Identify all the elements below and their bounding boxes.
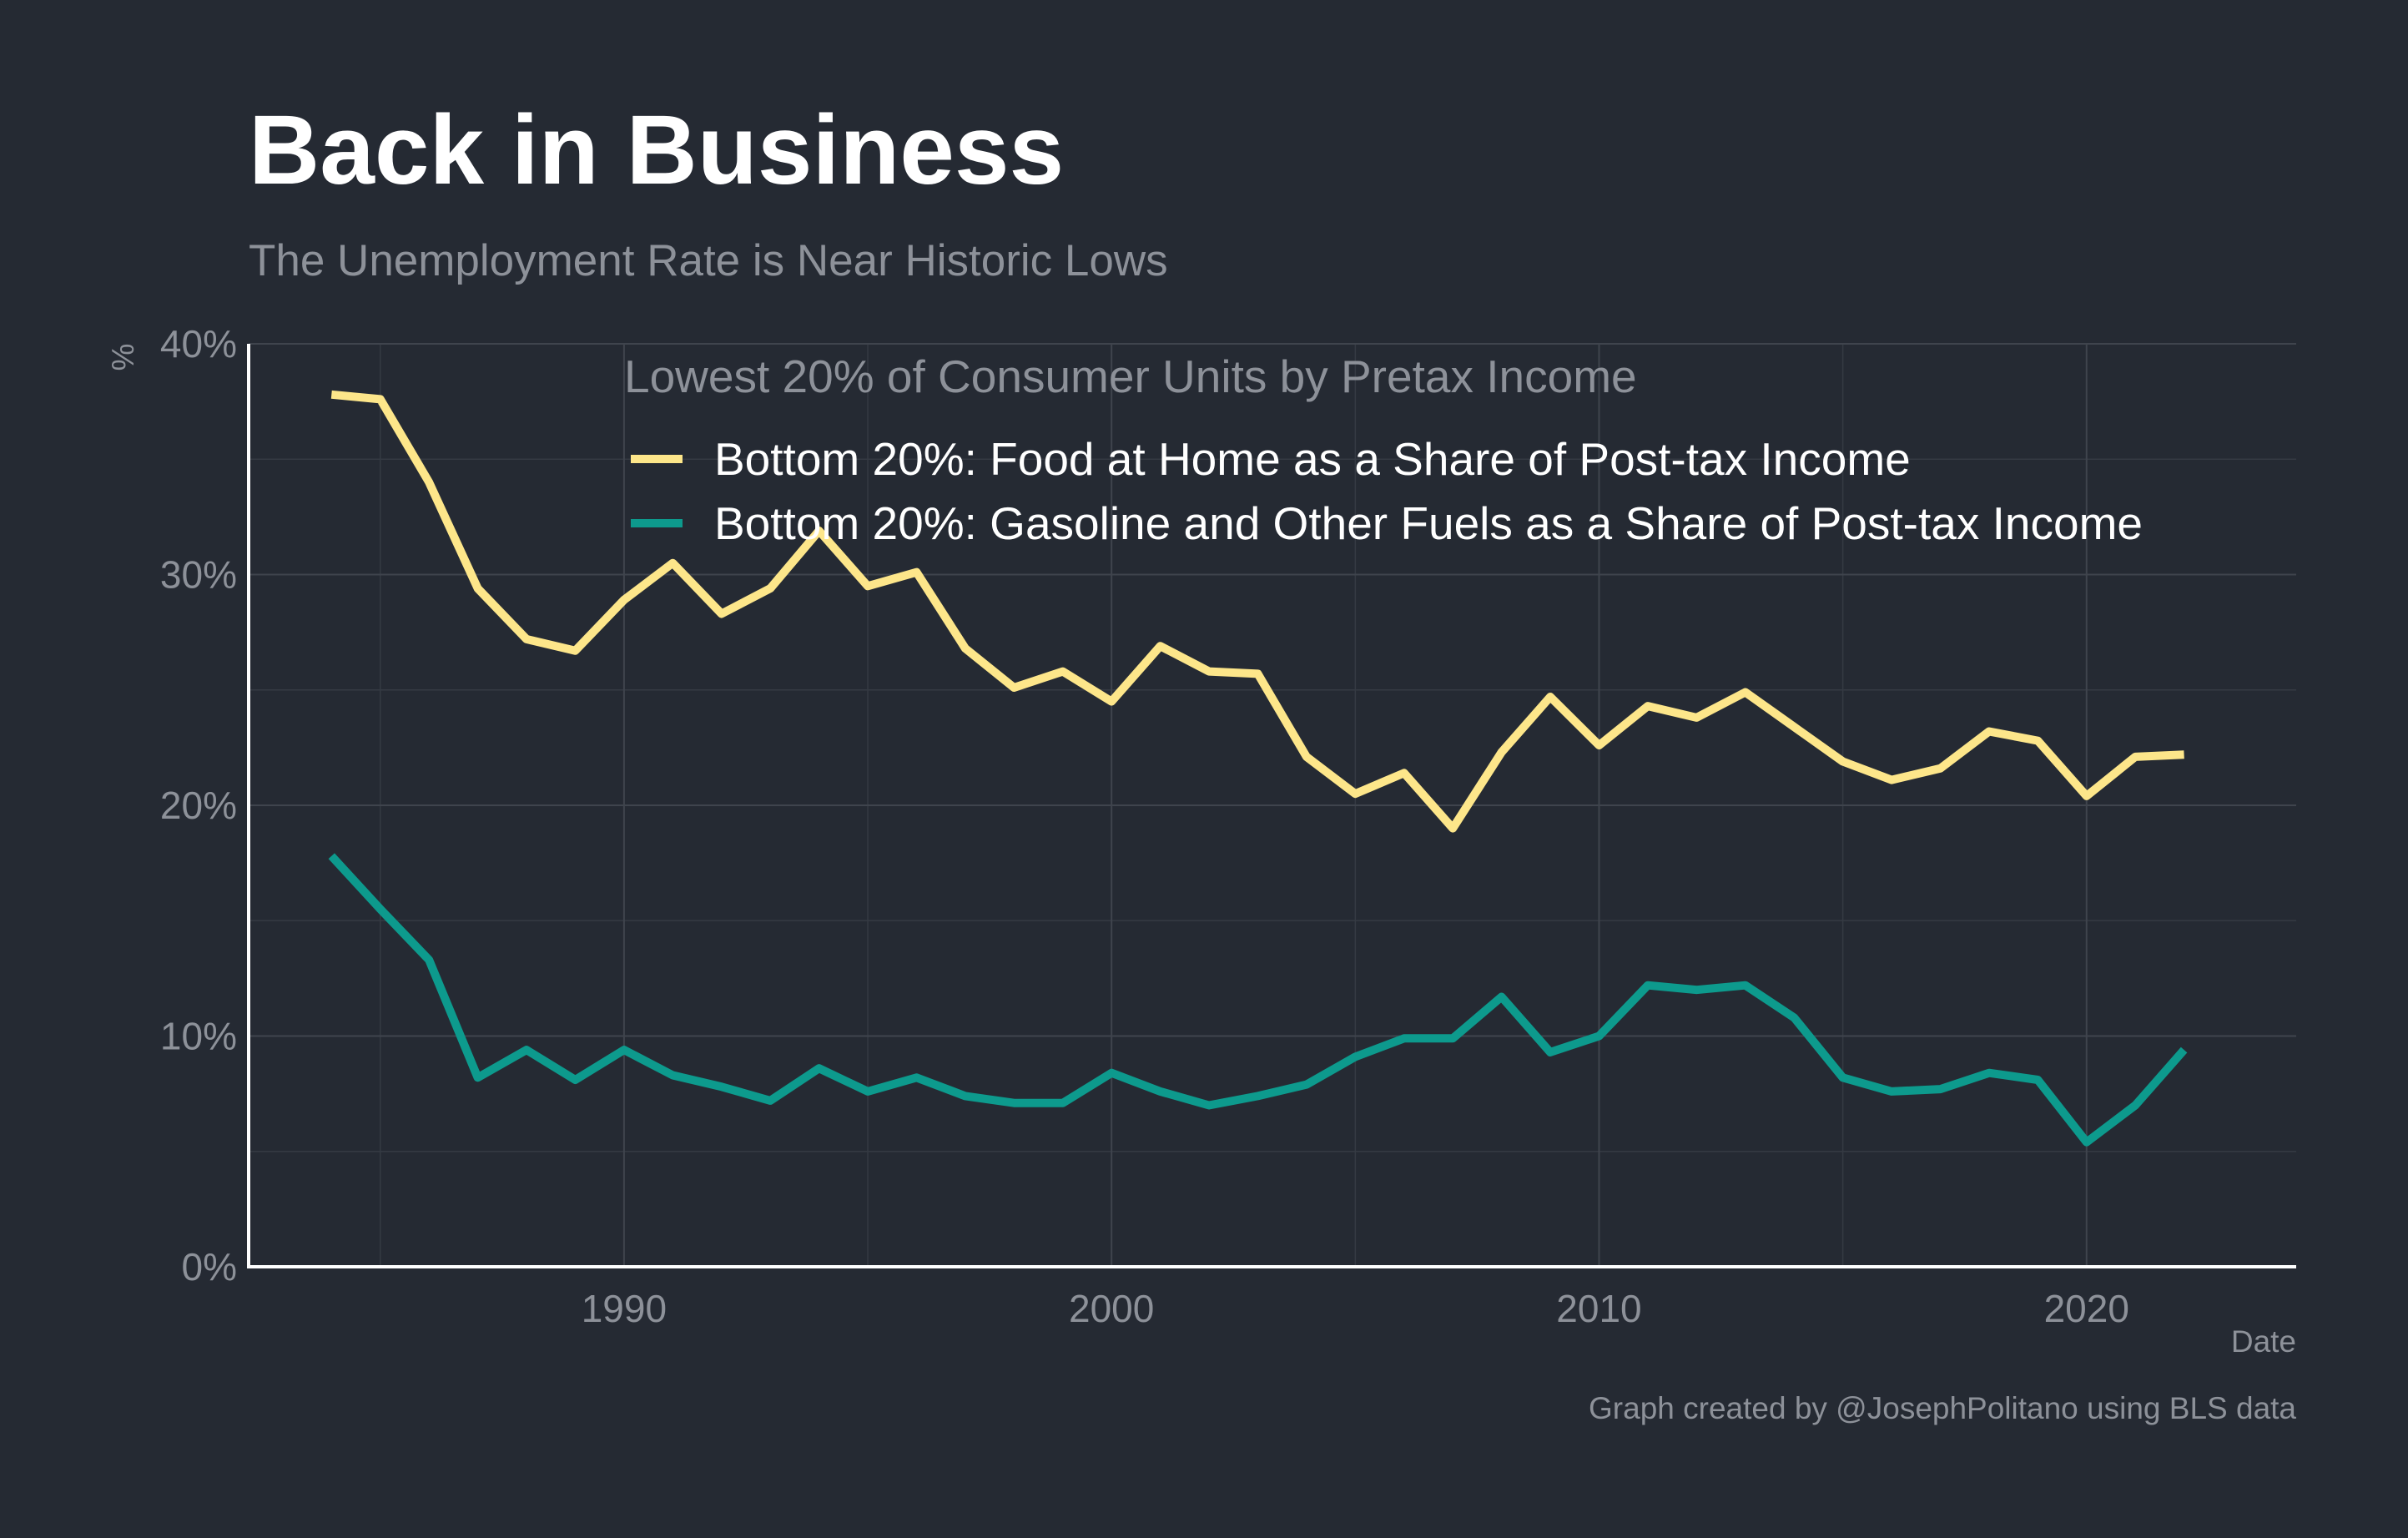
y-tick-label: 0% [182,1245,237,1288]
chart-title: Back in Business [249,95,1064,205]
series-line-2 [328,853,2188,1147]
series-lines [328,390,2188,1147]
x-tick-label: 2000 [1069,1287,1154,1330]
grid [249,343,2296,1267]
series-line-1 [330,390,2184,833]
legend-title: Lowest 20% of Consumer Units by Pretax I… [624,350,1637,402]
x-tick-label: 1990 [582,1287,667,1330]
legend-label: Bottom 20%: Gasoline and Other Fuels as … [714,497,2143,549]
y-tick-label: 30% [160,553,237,597]
x-tick-label: 2010 [1556,1287,1641,1330]
legend-label: Bottom 20%: Food at Home as a Share of P… [714,433,1911,485]
x-axis-label: Date [2231,1324,2296,1359]
legend: Lowest 20% of Consumer Units by Pretax I… [624,350,2143,549]
caption: Graph created by @JosephPolitano using B… [1589,1391,2296,1425]
y-tick-label: 20% [160,784,237,827]
y-axis-label: % [106,344,140,371]
y-axis-ticks: 0% 10% 20% 30% 40% [160,322,237,1288]
x-axis-ticks: 1990 2000 2010 2020 [582,1287,2129,1330]
y-tick-label: 10% [160,1015,237,1058]
y-tick-label: 40% [160,322,237,366]
x-tick-label: 2020 [2044,1287,2129,1330]
chart-subtitle: The Unemployment Rate is Near Historic L… [249,236,1168,285]
